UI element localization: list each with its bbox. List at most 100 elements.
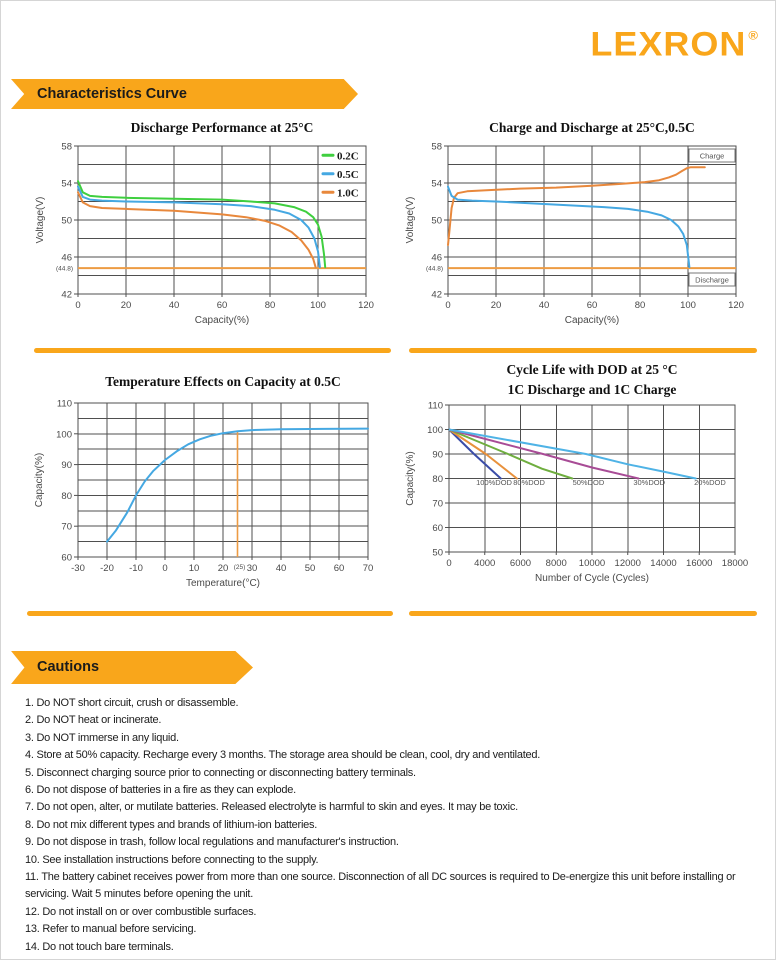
- caution-item: 8. Do not mix different types and brands…: [25, 818, 318, 831]
- svg-text:80: 80: [265, 300, 276, 311]
- svg-text:50%DOD: 50%DOD: [573, 478, 605, 487]
- svg-text:100: 100: [310, 300, 326, 311]
- svg-text:80: 80: [635, 300, 646, 311]
- brand-name: LEXRON: [590, 24, 747, 63]
- svg-text:46: 46: [431, 253, 442, 264]
- svg-text:0.5C: 0.5C: [337, 169, 359, 181]
- chart-title-charge-discharge: Charge and Discharge at 25°C,0.5C: [489, 120, 695, 135]
- svg-text:(44.8): (44.8): [426, 266, 443, 273]
- svg-text:100: 100: [56, 429, 72, 440]
- caution-item: 12. Do not install on or over combustibl…: [25, 905, 257, 918]
- svg-text:90: 90: [432, 450, 443, 461]
- svg-text:20: 20: [218, 563, 229, 574]
- svg-text:Capacity(%): Capacity(%): [565, 315, 619, 326]
- svg-text:Voltage(V): Voltage(V): [35, 197, 46, 244]
- svg-text:18000: 18000: [722, 558, 748, 569]
- svg-text:10000: 10000: [579, 558, 605, 569]
- svg-text:90: 90: [61, 460, 72, 471]
- svg-text:-20: -20: [100, 563, 114, 574]
- section-header-cautions: Cautions: [11, 651, 253, 684]
- svg-text:54: 54: [61, 179, 72, 190]
- svg-text:70: 70: [432, 499, 443, 510]
- caution-item: 3. Do NOT immerse in any liquid.: [25, 731, 179, 744]
- svg-text:4000: 4000: [474, 558, 495, 569]
- svg-text:-10: -10: [129, 563, 143, 574]
- caution-item: 7. Do not open, alter, or mutilate batte…: [25, 801, 518, 814]
- svg-text:Charge: Charge: [700, 151, 725, 160]
- divider-bar: [409, 348, 757, 353]
- registered-trademark-icon: ®: [748, 27, 759, 43]
- svg-text:14000: 14000: [650, 558, 676, 569]
- chart-title-cycle-life-line1: Cycle Life with DOD at 25 °C: [506, 362, 678, 377]
- svg-text:0: 0: [446, 558, 451, 569]
- svg-text:80: 80: [61, 491, 72, 502]
- svg-text:60: 60: [334, 563, 345, 574]
- brand-logo: LEXRON ®: [590, 24, 759, 64]
- svg-text:58: 58: [431, 142, 442, 153]
- svg-text:70: 70: [61, 522, 72, 533]
- chart-cycle-life: 0 4000 6000 8000 10000 12000 14000 16000 18000 11…: [405, 401, 748, 585]
- svg-text:60: 60: [217, 300, 228, 311]
- caution-item: 11. The battery cabinet receives power f…: [25, 871, 736, 901]
- svg-text:8000: 8000: [546, 558, 567, 569]
- svg-text:16000: 16000: [686, 558, 712, 569]
- svg-text:40: 40: [276, 563, 287, 574]
- section-header-label: Cautions: [37, 659, 100, 675]
- section-header-label: Characteristics Curve: [37, 86, 187, 102]
- svg-text:40: 40: [539, 300, 550, 311]
- svg-text:0: 0: [75, 300, 80, 311]
- caution-item: 14. Do not touch bare terminals.: [25, 940, 174, 953]
- svg-text:40: 40: [169, 300, 180, 311]
- svg-text:30%DOD: 30%DOD: [633, 478, 665, 487]
- svg-text:50: 50: [305, 563, 316, 574]
- chart-temperature-effects: -30 -20 -10 0 10 20 30 40 50 60 70 (25) 110 100 90 80 70…: [34, 399, 374, 590]
- cautions-list: 1. Do NOT short circuit, crush or disass…: [25, 695, 755, 956]
- svg-text:42: 42: [61, 290, 72, 301]
- svg-text:6000: 6000: [510, 558, 531, 569]
- svg-text:Capacity(%): Capacity(%): [195, 315, 249, 326]
- svg-text:20%DOD: 20%DOD: [694, 478, 726, 487]
- svg-text:50: 50: [61, 216, 72, 227]
- svg-text:0: 0: [162, 563, 167, 574]
- svg-text:100: 100: [680, 300, 696, 311]
- svg-text:58: 58: [61, 142, 72, 153]
- svg-text:100%DOD: 100%DOD: [476, 478, 512, 487]
- svg-text:Voltage(V): Voltage(V): [405, 197, 416, 244]
- divider-bar: [34, 348, 391, 353]
- svg-text:Discharge: Discharge: [695, 276, 729, 285]
- caution-item: 10. See installation instructions before…: [25, 853, 319, 866]
- svg-text:-30: -30: [71, 563, 85, 574]
- svg-text:110: 110: [428, 401, 443, 412]
- caution-item: 1. Do NOT short circuit, crush or disass…: [25, 697, 239, 709]
- svg-text:80%DOD: 80%DOD: [513, 478, 545, 487]
- svg-text:Capacity(%): Capacity(%): [34, 453, 45, 507]
- svg-text:80: 80: [432, 474, 443, 485]
- svg-text:1.0C: 1.0C: [337, 187, 359, 199]
- svg-text:Temperature(°C): Temperature(°C): [186, 578, 260, 589]
- svg-text:70: 70: [363, 563, 374, 574]
- chart-title-cycle-life-line2: 1C Discharge and 1C Charge: [507, 382, 677, 397]
- svg-text:120: 120: [358, 300, 374, 311]
- section-header-characteristics-curve: Characteristics Curve: [10, 79, 358, 109]
- svg-text:0: 0: [445, 300, 450, 311]
- chart-charge-discharge: 0 20 40 60 80 100 120 58 54 50 46 42 (44.8) Capacity(…: [405, 142, 744, 327]
- svg-text:50: 50: [431, 216, 442, 227]
- svg-text:(25): (25): [234, 564, 246, 571]
- caution-item: 6. Do not dispose of batteries in a fire…: [25, 784, 296, 797]
- svg-text:60: 60: [432, 523, 443, 534]
- svg-text:(44.8): (44.8): [56, 266, 73, 273]
- svg-text:54: 54: [431, 179, 442, 190]
- svg-text:20: 20: [491, 300, 502, 311]
- svg-text:120: 120: [728, 300, 744, 311]
- svg-text:20: 20: [121, 300, 132, 311]
- svg-text:30: 30: [247, 563, 258, 574]
- svg-text:60: 60: [61, 553, 72, 564]
- svg-text:10: 10: [189, 563, 200, 574]
- chart-title-temperature-effects: Temperature Effects on Capacity at 0.5C: [105, 374, 341, 389]
- svg-text:50: 50: [432, 548, 443, 559]
- chart-discharge-performance: 0 20 40 60 80 100 120 58 54 50 46 42 (44.8) Capacity(…: [35, 142, 374, 327]
- caution-item: 5. Disconnect charging source prior to c…: [25, 766, 416, 779]
- caution-item: 13. Refer to manual before servicing.: [25, 923, 197, 936]
- svg-text:100: 100: [427, 425, 443, 436]
- caution-item: 2. Do NOT heat or incinerate.: [25, 714, 162, 727]
